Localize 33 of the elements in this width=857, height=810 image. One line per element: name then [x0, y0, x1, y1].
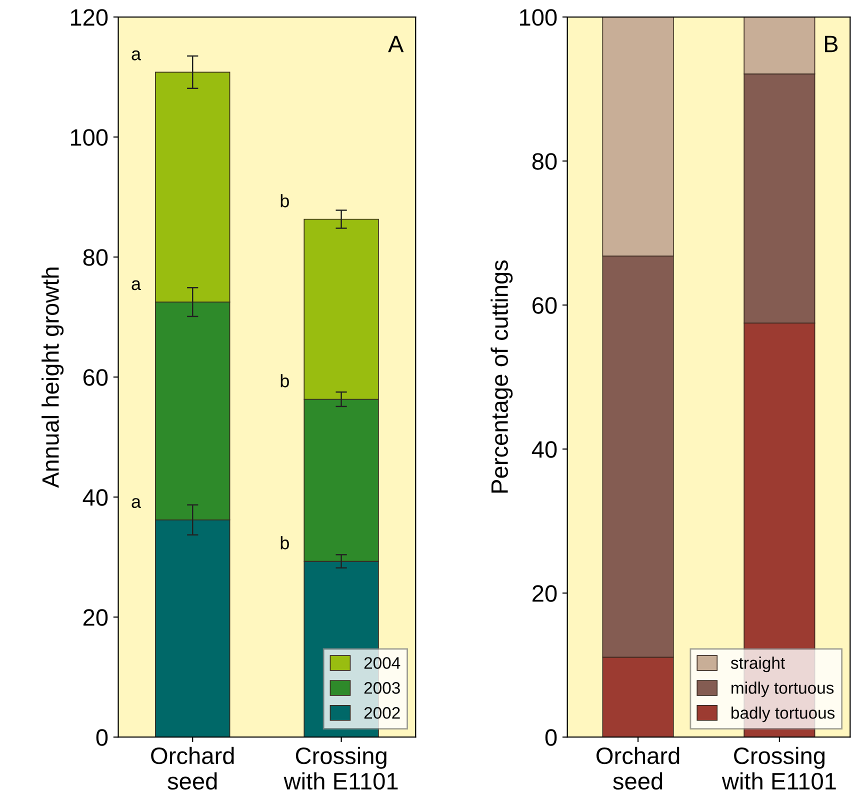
y-tick-label: 100 [70, 129, 108, 146]
legend-label: midly tortuous [732, 682, 834, 698]
x-tick-label: Crossing with E1101 [284, 746, 398, 790]
annotation: b [280, 374, 289, 388]
y-tick-label: 80 [532, 153, 557, 170]
annotation: A [388, 36, 404, 52]
y-tick-label: 20 [532, 585, 557, 602]
y-tick-label: 60 [532, 297, 557, 314]
annotation: b [280, 536, 289, 550]
annotation: a [132, 280, 142, 290]
y-tick-label: 100 [520, 9, 557, 26]
y-tick-label: 0 [545, 729, 557, 746]
y-axis-title: Annual height growth [42, 268, 64, 488]
annotation: B [825, 36, 838, 52]
legend-label: straight [730, 656, 785, 672]
y-tick-label: 0 [96, 729, 108, 746]
annotation: b [280, 194, 289, 208]
legend-label: 2003 [364, 682, 400, 694]
x-tick-label: Crossing with E1101 [722, 746, 836, 790]
x-tick-label: Orchard seed [151, 746, 234, 790]
y-tick-label: 40 [82, 489, 108, 506]
legend-label: 2002 [364, 707, 400, 719]
y-tick-label: 20 [83, 609, 108, 626]
annotation: a [132, 498, 142, 508]
y-tick-label: 80 [83, 249, 108, 266]
y-tick-label: 40 [532, 441, 557, 458]
y-tick-label: 120 [70, 9, 108, 26]
legend-label: 2004 [364, 657, 400, 669]
legend-label: badly tortuous [732, 706, 835, 722]
y-tick-label: 60 [83, 369, 108, 386]
x-tick-label: Orchard seed [596, 746, 680, 790]
annotation: a [132, 50, 142, 60]
y-axis-title: Percentage of cuttings [490, 260, 513, 493]
